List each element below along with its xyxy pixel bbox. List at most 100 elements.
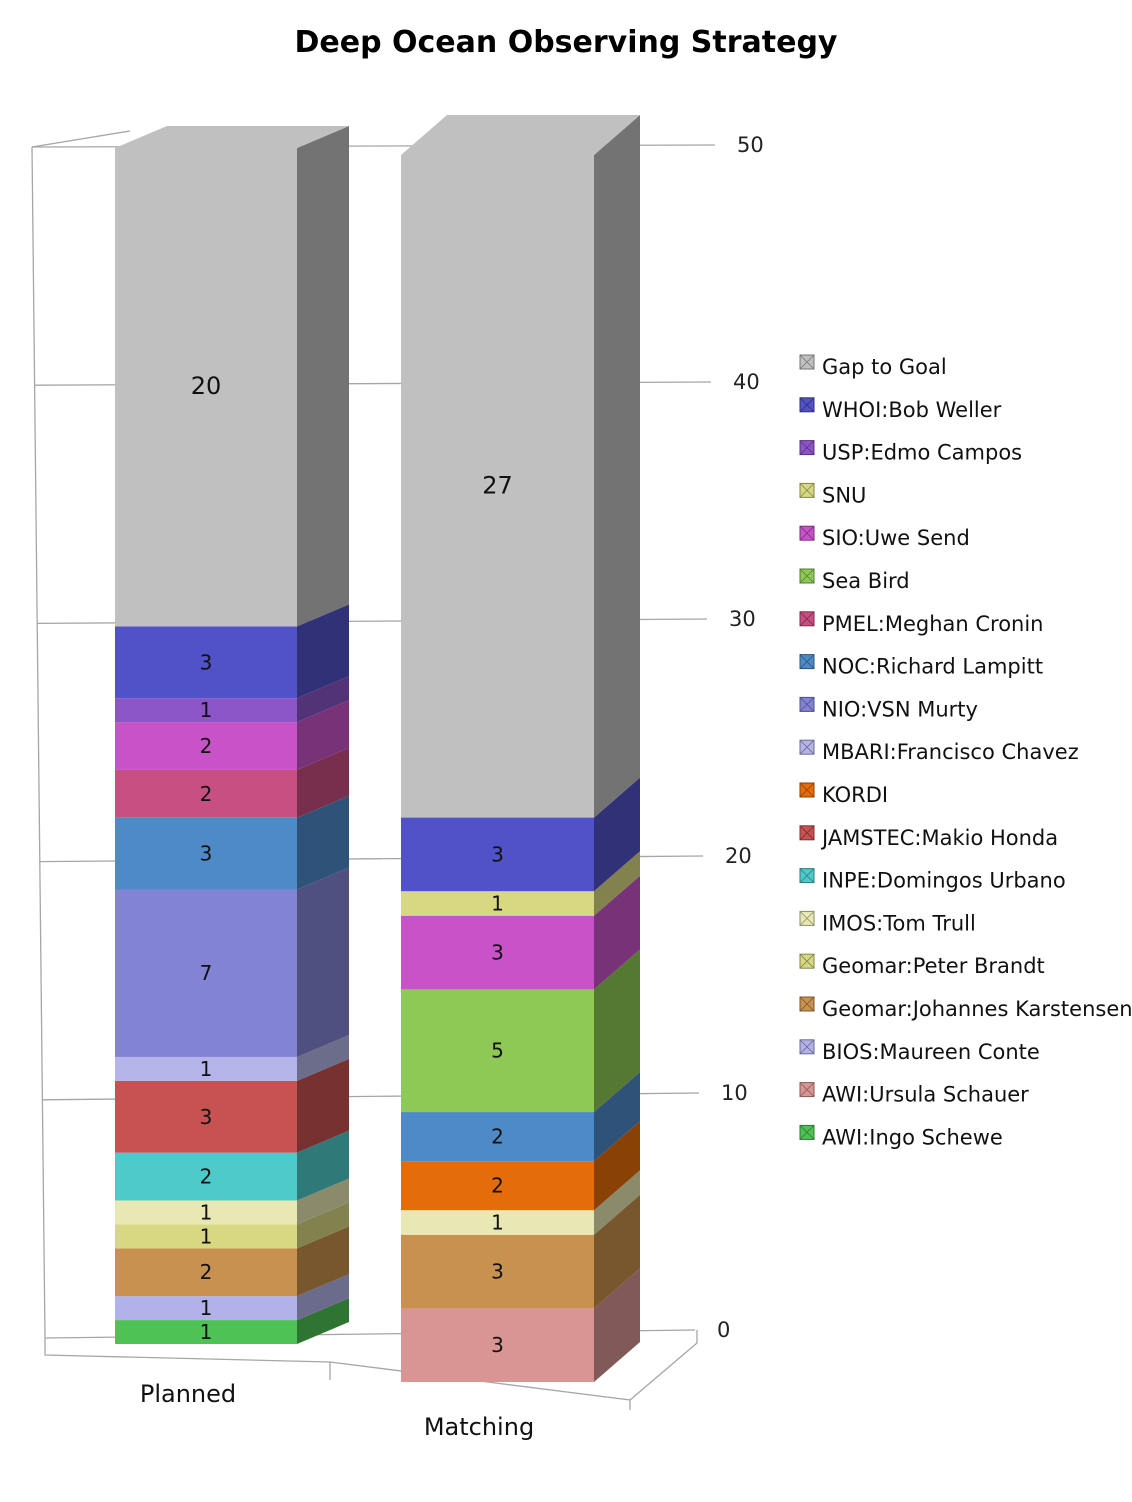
legend-label: AWI:Ingo Schewe xyxy=(822,1125,1003,1149)
bar-front-face xyxy=(401,891,594,916)
bar-side-face xyxy=(297,1274,349,1321)
legend-item: Geomar:Johannes Karstensen xyxy=(799,996,1132,1021)
bar-segment: 3 xyxy=(401,875,640,990)
bar-side-face xyxy=(297,700,349,770)
legend-swatch-mark xyxy=(799,1125,815,1140)
bar-side-face xyxy=(594,1121,640,1211)
top-wall-line xyxy=(31,130,131,148)
bar-front-face xyxy=(115,1224,297,1249)
bar-value-label: 5 xyxy=(491,1039,504,1063)
bar-value-label: 3 xyxy=(200,650,213,674)
legend-item: SIO:Uwe Send xyxy=(799,525,970,550)
legend-item: PMEL:Meghan Cronin xyxy=(799,611,1044,636)
bar-segment: 3 xyxy=(401,777,640,892)
legend-swatch-mark xyxy=(799,697,815,712)
legend-label: USP:Edmo Campos xyxy=(822,441,1022,465)
legend-item: Gap to Goal xyxy=(799,354,947,379)
bar-value-label: 3 xyxy=(491,842,504,866)
bar-value-label: 27 xyxy=(482,471,513,499)
bar-side-face xyxy=(594,851,640,916)
bar-segment: 5 xyxy=(401,949,640,1113)
legend-swatch-mark xyxy=(799,568,815,584)
bar-side-face xyxy=(297,795,349,890)
bar-segment: 3 xyxy=(401,1194,640,1309)
bar-front-face xyxy=(115,1200,297,1225)
legend-label: NIO:VSN Murty xyxy=(822,697,978,721)
legend-swatch-mark xyxy=(799,525,815,541)
bar-value-label: 20 xyxy=(191,372,222,400)
bar-front-face xyxy=(115,698,297,723)
bar-value-label: 2 xyxy=(200,734,213,758)
bar-side-face xyxy=(594,777,640,892)
bar-value-label: 1 xyxy=(491,891,504,915)
bar-segment: 2 xyxy=(115,700,349,770)
bar-segment: 2 xyxy=(115,747,349,818)
bar-side-face xyxy=(297,1298,349,1344)
legend-label: Sea Bird xyxy=(822,569,910,593)
bar-segment: 27 xyxy=(401,115,640,818)
bar-front-face xyxy=(401,1308,594,1382)
legend-item: KORDI xyxy=(799,782,888,807)
legend-swatch-mark xyxy=(799,654,815,669)
bar-side-face xyxy=(594,115,640,818)
bar-value-label: 2 xyxy=(491,1125,504,1149)
chart-bars: 1121123173221320Planned33122531327Matchi… xyxy=(115,115,640,1441)
legend-item: BIOS:Maureen Conte xyxy=(799,1039,1040,1064)
legend-item: MBARI:Francisco Chavez xyxy=(799,739,1079,764)
legend-label: KORDI xyxy=(822,783,888,807)
bar-segment: 2 xyxy=(115,1226,349,1297)
bar-front-face xyxy=(115,817,297,890)
bar-side-face xyxy=(297,867,349,1057)
bar-front-face xyxy=(401,989,594,1113)
bar-side-face xyxy=(594,1194,640,1309)
bar-segment: 1 xyxy=(115,1274,349,1320)
chart-title: Deep Ocean Observing Strategy xyxy=(295,25,838,60)
bar-value-label: 1 xyxy=(491,1210,504,1234)
legend-label: INPE:Domingos Urbano xyxy=(822,869,1066,893)
bar-segment: 2 xyxy=(401,1072,640,1162)
bar-value-label: 1 xyxy=(200,1224,213,1248)
bar-front-face xyxy=(115,148,297,627)
bar-front-face xyxy=(115,722,297,770)
legend-item: USP:Edmo Campos xyxy=(799,440,1022,465)
floor-right-line xyxy=(629,1342,698,1401)
bar-side-face xyxy=(297,126,349,627)
y-tick-label: 40 xyxy=(733,370,760,394)
legend-item: Sea Bird xyxy=(799,568,910,593)
legend-label: PMEL:Meghan Cronin xyxy=(822,612,1044,636)
legend-label: AWI:Ursula Schauer xyxy=(822,1083,1029,1107)
bar-segment: 1 xyxy=(115,676,349,722)
bar-side-face xyxy=(594,875,640,990)
bar-value-label: 1 xyxy=(200,1057,213,1081)
legend-label: JAMSTEC:Makio Honda xyxy=(820,826,1058,850)
chart-legend: Gap to Goal WHOI:Bob Weller USP:Edmo Campo… xyxy=(799,354,1132,1149)
legend-swatch-mark xyxy=(799,354,815,370)
legend-label: BIOS:Maureen Conte xyxy=(822,1040,1040,1064)
legend-label: NOC:Richard Lampitt xyxy=(822,655,1043,679)
legend-label: IMOS:Tom Trull xyxy=(822,911,976,935)
bar-side-face xyxy=(297,1130,349,1201)
bar-value-label: 2 xyxy=(200,1165,213,1189)
legend-item: AWI:Ursula Schauer xyxy=(799,1082,1029,1107)
bar-value-label: 3 xyxy=(491,1333,504,1357)
legend-swatch-mark xyxy=(799,397,815,413)
legend-swatch-mark xyxy=(799,1039,815,1055)
y-tick-label: 0 xyxy=(717,1318,730,1342)
bar-segment: 1 xyxy=(115,1202,349,1248)
legend-label: Gap to Goal xyxy=(822,355,947,379)
legend-label: Geomar:Johannes Karstensen xyxy=(822,997,1132,1021)
x-category-label: Matching xyxy=(424,1413,534,1441)
bar-value-label: 1 xyxy=(200,1320,213,1344)
bar-segment: 3 xyxy=(115,1058,349,1153)
bar-front-face xyxy=(401,1234,594,1309)
bar-side-face xyxy=(594,949,640,1113)
bar-side-face xyxy=(594,1072,640,1162)
legend-label: MBARI:Francisco Chavez xyxy=(822,740,1079,764)
legend-swatch-mark xyxy=(799,782,815,798)
bar-value-label: 2 xyxy=(491,1174,504,1198)
legend-item: NIO:VSN Murty xyxy=(799,696,978,721)
y-tick-label: 30 xyxy=(729,607,756,631)
bar-front-face xyxy=(401,1112,594,1162)
bar-top-face xyxy=(115,126,349,148)
